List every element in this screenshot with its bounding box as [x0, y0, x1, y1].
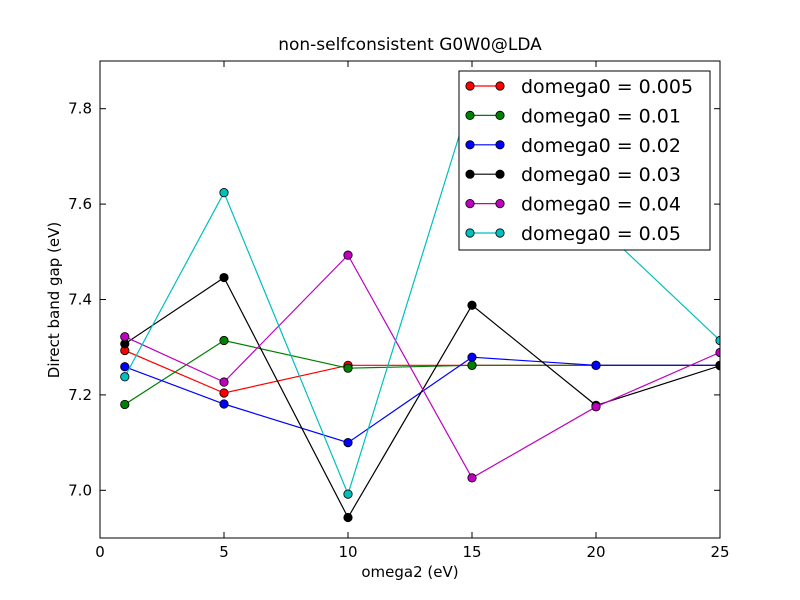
y-tick-label: 7.8	[68, 100, 92, 118]
legend-label: domega0 = 0.03	[521, 164, 681, 186]
legend-marker	[465, 199, 475, 209]
series-line	[124, 254, 720, 479]
legend-entry: domega0 = 0.05	[465, 223, 681, 245]
data-point	[219, 377, 229, 387]
legend-marker	[495, 140, 505, 150]
legend-marker	[495, 199, 505, 209]
x-axis-label: omega2 (eV)	[361, 563, 458, 581]
data-point	[343, 489, 353, 499]
series-line	[124, 349, 720, 394]
data-point	[120, 362, 130, 372]
data-point	[467, 352, 477, 362]
series-layer	[120, 89, 720, 523]
legend-marker	[495, 228, 505, 238]
legend-marker	[465, 228, 475, 238]
x-tick-label: 0	[95, 543, 105, 561]
legend-entry: domega0 = 0.04	[465, 194, 681, 216]
x-tick-label: 20	[586, 543, 605, 561]
data-point	[343, 512, 353, 523]
legend-frame	[458, 70, 711, 251]
ticks-layer: 0 5 10 15 20 25 7.0 7.2 7.4 7.6 7.8	[68, 61, 730, 561]
series-line	[124, 276, 720, 519]
data-point	[219, 188, 229, 198]
data-point	[467, 360, 477, 370]
legend-label: domega0 = 0.04	[521, 194, 681, 216]
y-axis-label: Direct band gap (eV)	[45, 222, 63, 378]
data-point	[591, 360, 601, 370]
legend-marker	[495, 81, 505, 91]
series-line	[124, 356, 720, 444]
y-tick-label: 7.2	[68, 386, 92, 404]
data-point	[219, 272, 229, 283]
y-tick-label: 7.6	[68, 195, 92, 213]
series-4	[120, 272, 720, 523]
legend-entry: domega0 = 0.01	[465, 105, 681, 127]
legend-marker	[465, 140, 475, 150]
series-3	[120, 352, 720, 448]
legend-entry: domega0 = 0.005	[465, 76, 693, 98]
data-point	[343, 437, 353, 448]
x-tick-label: 10	[338, 543, 357, 561]
data-point	[467, 300, 477, 310]
data-point	[467, 473, 477, 483]
y-tick-label: 7.4	[68, 291, 92, 309]
legend-label: domega0 = 0.05	[521, 223, 681, 245]
data-point	[120, 372, 130, 382]
legend-label: domega0 = 0.02	[521, 135, 681, 157]
legend-marker	[495, 169, 505, 179]
x-tick-label: 15	[462, 543, 481, 561]
x-tick-label: 25	[710, 543, 729, 561]
legend-label: domega0 = 0.01	[521, 105, 681, 127]
data-point	[120, 399, 130, 410]
data-point	[219, 388, 229, 398]
legend-label: domega0 = 0.005	[521, 76, 693, 98]
legend-marker	[465, 81, 475, 91]
data-point	[343, 363, 353, 373]
legend-marker	[465, 110, 475, 121]
chart-title: non-selfconsistent G0W0@LDA	[278, 35, 542, 55]
legend: domega0 = 0.005 domega0 = 0.01 domega0 = 0…	[458, 70, 711, 251]
data-point	[120, 332, 130, 342]
legend-entry: domega0 = 0.03	[465, 164, 681, 186]
data-point	[343, 250, 353, 260]
legend-marker	[495, 110, 505, 121]
x-tick-label: 5	[219, 543, 229, 561]
data-point	[591, 402, 601, 412]
series-5	[120, 250, 720, 483]
legend-marker	[465, 169, 475, 179]
y-tick-label: 7.0	[68, 481, 92, 499]
series-2	[120, 335, 720, 410]
data-point	[219, 399, 229, 409]
data-point	[219, 335, 229, 346]
legend-entry: domega0 = 0.02	[465, 135, 681, 157]
